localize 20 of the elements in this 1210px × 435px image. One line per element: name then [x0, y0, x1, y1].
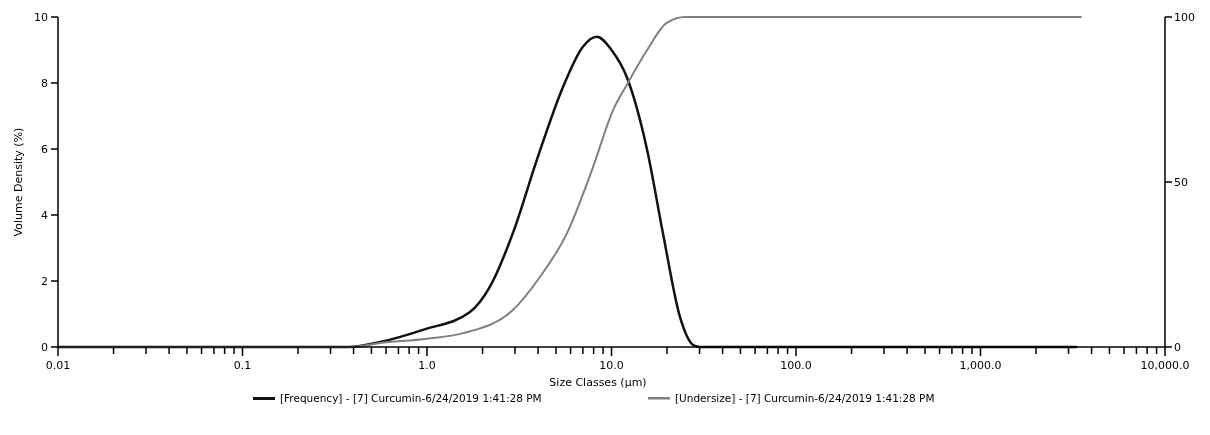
- legend-label: [Undersize] - [7] Curcumin-6/24/2019 1:41:28 PM: [675, 392, 935, 404]
- y2-tick-label: 50: [1174, 176, 1188, 189]
- y-tick-label: 2: [41, 275, 48, 288]
- x-tick-label: 10.0: [599, 359, 624, 372]
- x-tick-label: 0.01: [45, 359, 71, 372]
- y-tick-label: 8: [41, 77, 48, 90]
- x-axis-title: Size Classes (µm): [549, 376, 647, 389]
- x-tick-label: 1.0: [418, 359, 436, 372]
- legend-label: [Frequency] - [7] Curcumin-6/24/2019 1:41:28 PM: [280, 392, 542, 404]
- y-tick-label: 0: [41, 341, 48, 354]
- y-tick-label: 6: [41, 143, 48, 156]
- y-tick-label: 10: [34, 11, 48, 24]
- y-tick-label: 4: [41, 209, 48, 222]
- x-tick-label: 10,000.0: [1140, 359, 1190, 372]
- x-tick-label: 100.0: [780, 359, 812, 372]
- y2-tick-label: 0: [1174, 341, 1181, 354]
- y2-tick-label: 100: [1174, 11, 1195, 24]
- y-axis-title: Volume Density (%): [12, 127, 25, 237]
- x-tick-label: 0.1: [233, 359, 252, 372]
- x-tick-label: 1,000.0: [959, 359, 1002, 372]
